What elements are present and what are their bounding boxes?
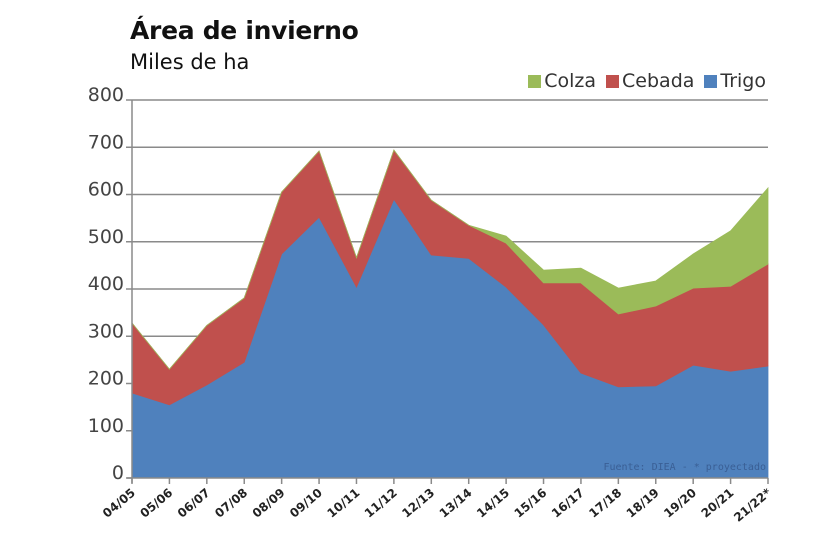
area-colza: [131, 149, 769, 370]
x-tick-label: 14/15: [474, 486, 512, 521]
x-tick-label: 11/12: [362, 486, 400, 521]
legend: Colza Cebada Trigo: [528, 70, 766, 92]
x-tick-label: 05/06: [137, 486, 175, 521]
source-note: Fuente: DIEA - * proyectado: [603, 462, 766, 473]
x-tick-label: 10/11: [324, 486, 362, 521]
y-tick-label: 600: [88, 179, 124, 201]
legend-item-colza: Colza: [528, 70, 596, 92]
x-tick-label: 17/18: [586, 486, 624, 521]
legend-item-cebada: Cebada: [606, 70, 694, 92]
x-tick-label: 18/19: [624, 486, 662, 521]
y-tick-label: 800: [88, 84, 124, 106]
y-tick-label: 700: [88, 131, 124, 153]
x-tick-label: 15/16: [512, 486, 550, 521]
x-tick-label: 19/20: [661, 486, 699, 521]
areas: [131, 149, 769, 479]
chart-subtitle: Miles de ha: [130, 50, 250, 74]
legend-label-colza: Colza: [544, 70, 597, 92]
x-tick-label: 06/07: [175, 486, 213, 521]
chart-title: Área de invierno: [130, 16, 359, 45]
x-tick-label: 21/22*: [731, 485, 774, 525]
legend-label-trigo: Trigo: [720, 70, 766, 92]
x-tick-label: 08/09: [250, 486, 288, 521]
x-tick-label: 12/13: [399, 486, 437, 521]
x-tick-label: 16/17: [549, 486, 587, 521]
y-tick-label: 400: [88, 273, 124, 295]
legend-swatch-cebada: [606, 74, 620, 88]
x-tick-label: 07/08: [212, 486, 250, 521]
y-tick-labels: 0 100 200 300 400 500 600 700 800: [88, 84, 124, 484]
x-tick-labels: 04/05 05/06 06/07 07/08 08/09 09/10 10/11 11/12…: [100, 485, 774, 525]
y-tick-label: 0: [112, 462, 124, 484]
legend-item-trigo: Trigo: [704, 70, 766, 92]
x-tick-label: 09/10: [287, 486, 325, 521]
legend-swatch-colza: [528, 74, 542, 88]
y-tick-label: 300: [88, 320, 124, 342]
y-tick-label: 500: [88, 226, 124, 248]
x-tick-label: 13/14: [437, 486, 475, 521]
y-tick-label: 100: [88, 415, 124, 437]
legend-swatch-trigo: [704, 74, 718, 88]
x-tick-label: 20/21: [699, 486, 737, 521]
y-tick-label: 200: [88, 368, 124, 390]
legend-label-cebada: Cebada: [622, 70, 695, 92]
x-tick-label: 04/05: [100, 486, 138, 521]
axes: [126, 99, 769, 484]
